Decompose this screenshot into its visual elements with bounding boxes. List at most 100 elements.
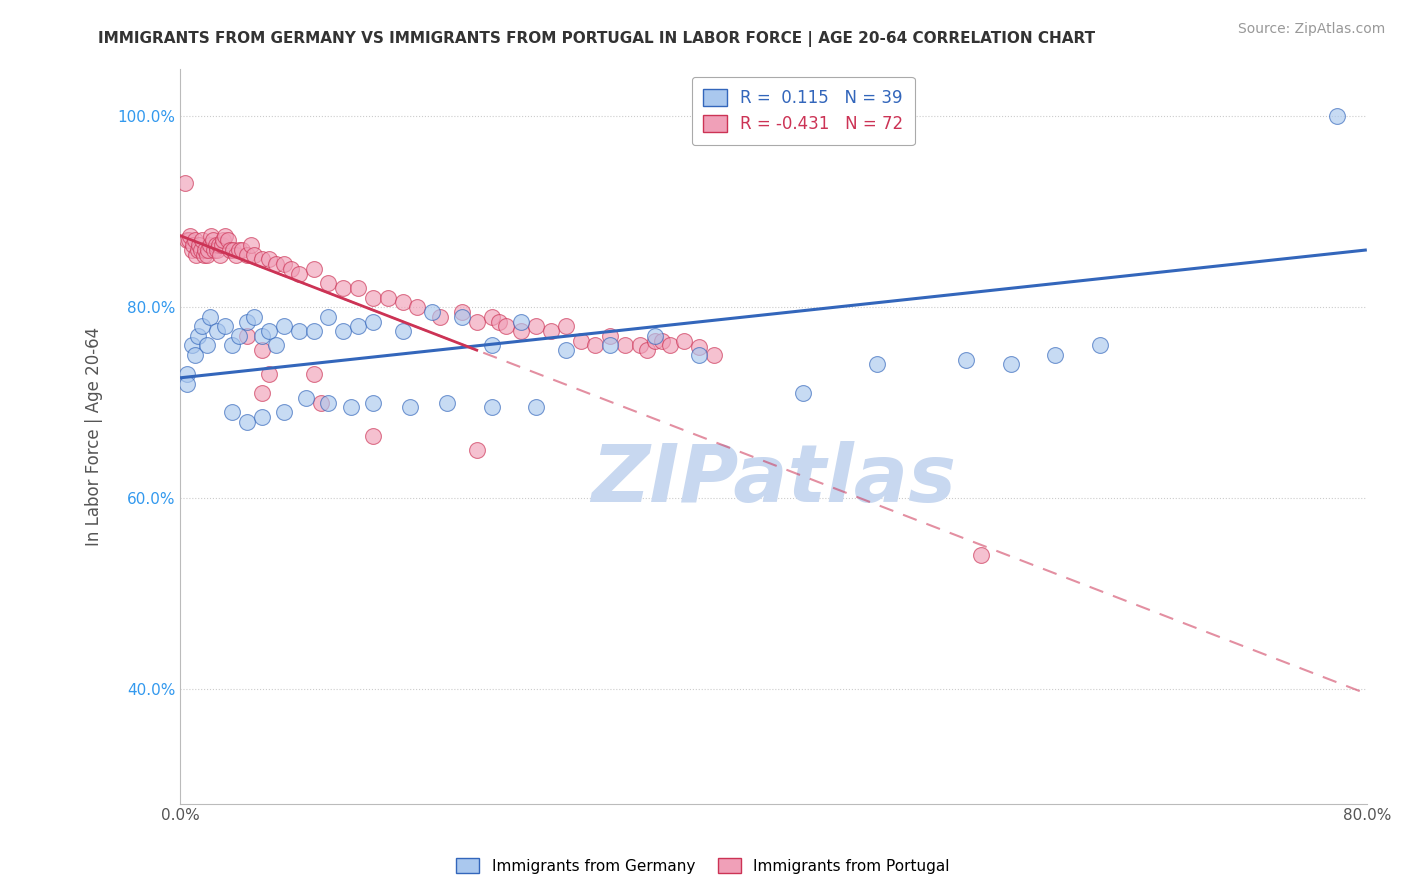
- Point: [673, 334, 696, 348]
- Point: [195, 338, 218, 352]
- Point: [243, 310, 266, 324]
- Point: [614, 338, 637, 352]
- Point: [524, 401, 547, 415]
- Point: [180, 338, 202, 352]
- Point: [191, 319, 214, 334]
- Point: [198, 310, 221, 324]
- Point: [332, 324, 354, 338]
- Point: [231, 243, 253, 257]
- Point: [465, 443, 488, 458]
- Point: [318, 395, 340, 409]
- Point: [688, 348, 710, 362]
- Point: [792, 386, 814, 401]
- Point: [250, 386, 273, 401]
- Text: Source: ZipAtlas.com: Source: ZipAtlas.com: [1237, 22, 1385, 37]
- Point: [221, 338, 243, 352]
- Point: [399, 401, 422, 415]
- Point: [204, 238, 226, 252]
- Point: [1045, 348, 1067, 362]
- Point: [583, 338, 606, 352]
- Point: [197, 243, 219, 257]
- Point: [318, 310, 340, 324]
- Point: [228, 328, 250, 343]
- Point: [361, 429, 384, 443]
- Point: [187, 243, 209, 257]
- Point: [488, 314, 510, 328]
- Point: [420, 305, 443, 319]
- Point: [332, 281, 354, 295]
- Point: [186, 248, 208, 262]
- Point: [184, 348, 207, 362]
- Point: [377, 291, 399, 305]
- Point: [250, 409, 273, 424]
- Point: [200, 228, 222, 243]
- Point: [190, 243, 212, 257]
- Point: [187, 328, 209, 343]
- Point: [250, 343, 273, 358]
- Point: [176, 367, 198, 381]
- Point: [240, 238, 263, 252]
- Point: [205, 243, 228, 257]
- Point: [266, 257, 288, 271]
- Point: [347, 319, 370, 334]
- Point: [866, 358, 889, 372]
- Point: [465, 314, 488, 328]
- Point: [703, 348, 725, 362]
- Point: [177, 233, 200, 247]
- Point: [406, 300, 429, 314]
- Point: [1000, 358, 1022, 372]
- Point: [179, 228, 201, 243]
- Point: [295, 391, 318, 405]
- Point: [183, 238, 205, 252]
- Point: [361, 314, 384, 328]
- Point: [221, 405, 243, 419]
- Point: [209, 248, 232, 262]
- Point: [1088, 338, 1111, 352]
- Text: IMMIGRANTS FROM GERMANY VS IMMIGRANTS FROM PORTUGAL IN LABOR FORCE | AGE 20-64 C: IMMIGRANTS FROM GERMANY VS IMMIGRANTS FR…: [98, 31, 1095, 47]
- Point: [211, 238, 233, 252]
- Point: [225, 248, 247, 262]
- Point: [628, 338, 651, 352]
- Point: [257, 324, 280, 338]
- Point: [250, 328, 273, 343]
- Point: [481, 401, 503, 415]
- Point: [188, 238, 211, 252]
- Point: [193, 248, 215, 262]
- Point: [554, 319, 576, 334]
- Point: [569, 334, 592, 348]
- Point: [257, 367, 280, 381]
- Point: [273, 257, 295, 271]
- Point: [651, 334, 673, 348]
- Legend: R =  0.115   N = 39, R = -0.431   N = 72: R = 0.115 N = 39, R = -0.431 N = 72: [692, 77, 915, 145]
- Point: [273, 405, 295, 419]
- Point: [688, 340, 710, 354]
- Point: [970, 549, 993, 563]
- Point: [280, 262, 302, 277]
- Point: [236, 248, 259, 262]
- Point: [347, 281, 370, 295]
- Point: [644, 328, 666, 343]
- Point: [391, 324, 413, 338]
- Point: [599, 338, 621, 352]
- Point: [191, 233, 214, 247]
- Point: [176, 376, 198, 391]
- Point: [481, 338, 503, 352]
- Point: [1326, 109, 1348, 123]
- Point: [287, 267, 309, 281]
- Point: [955, 352, 977, 367]
- Point: [195, 248, 218, 262]
- Point: [217, 233, 239, 247]
- Point: [318, 277, 340, 291]
- Point: [302, 262, 325, 277]
- Point: [266, 338, 288, 352]
- Point: [436, 395, 458, 409]
- Point: [361, 395, 384, 409]
- Point: [599, 328, 621, 343]
- Point: [243, 248, 266, 262]
- Point: [391, 295, 413, 310]
- Point: [222, 243, 245, 257]
- Point: [236, 415, 259, 429]
- Point: [644, 334, 666, 348]
- Point: [481, 310, 503, 324]
- Point: [176, 233, 198, 247]
